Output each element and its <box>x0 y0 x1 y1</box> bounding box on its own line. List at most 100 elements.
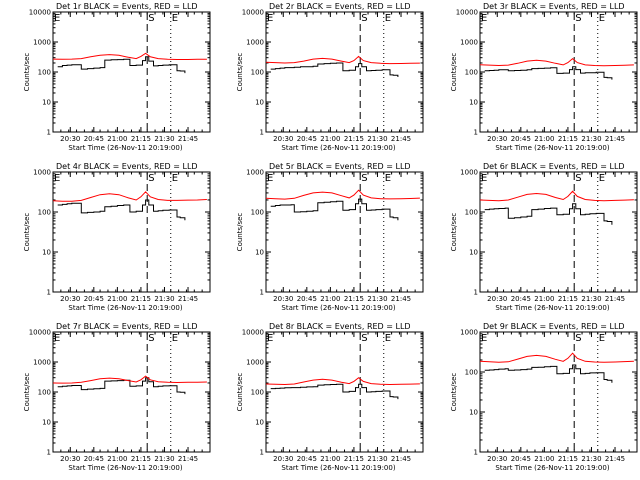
y-axis-label: Counts/sec <box>236 373 244 412</box>
y-tick-label: 10 <box>255 249 264 257</box>
events-series-line <box>270 62 399 77</box>
y-tick-label: 1 <box>474 289 478 297</box>
x-tick-label: 21:15 <box>131 295 151 303</box>
x-axis-label: Start Time (26-Nov-11 20:19:00) <box>495 464 609 472</box>
x-tick-label: 21:45 <box>391 135 411 143</box>
x-tick-label: 20:45 <box>297 295 317 303</box>
y-ticks: 1 10 100 1000 10000 <box>456 9 637 137</box>
y-tick-label: 10 <box>42 249 51 257</box>
x-tick-label: 21:15 <box>344 295 364 303</box>
y-axis-label: Counts/sec <box>450 53 458 92</box>
panel-det-4: Det 4r BLACK = Events, RED = LLD 1 10 100 10… <box>23 162 211 312</box>
x-tick-label: 20:30 <box>273 295 293 303</box>
events-series-line <box>57 377 186 395</box>
marker-label: S <box>148 13 154 24</box>
y-ticks: 1 10 100 1000 10000 <box>242 9 423 137</box>
y-tick-label: 1000 <box>33 169 51 177</box>
x-tick-label: 21:00 <box>534 455 554 463</box>
y-tick-label: 1000 <box>246 39 264 47</box>
y-axis-label: Counts/sec <box>23 373 31 412</box>
x-tick-label: 21:45 <box>178 455 198 463</box>
y-tick-label: 10000 <box>29 9 51 17</box>
y-axis-label: Counts/sec <box>450 373 458 412</box>
y-tick-label: 10 <box>255 419 264 427</box>
marker-label: E <box>385 13 391 24</box>
panel-title: Det 6r BLACK = Events, RED = LLD <box>483 162 625 171</box>
x-tick-label: 20:30 <box>60 455 80 463</box>
marker-label: E <box>54 173 60 184</box>
x-ticks: 20:30 20:45 21:00 21:15 21:30 21:45 <box>273 12 416 143</box>
x-tick-label: 21:15 <box>558 295 578 303</box>
x-tick-label: 21:15 <box>558 135 578 143</box>
y-tick-label: 1000 <box>460 169 478 177</box>
panel-det-3: Det 3r BLACK = Events, RED = LLD 1 10 100 10… <box>450 2 638 152</box>
marker-label: S <box>575 173 581 184</box>
x-tick-label: 21:30 <box>367 295 387 303</box>
y-tick-label: 1 <box>47 449 51 457</box>
y-tick-label: 10 <box>469 249 478 257</box>
marker-label: S <box>575 13 581 24</box>
panel-title: Det 5r BLACK = Events, RED = LLD <box>269 162 411 171</box>
y-tick-label: 100 <box>251 69 264 77</box>
y-tick-label: 1000 <box>460 39 478 47</box>
marker-label: E <box>267 173 273 184</box>
x-tick-label: 21:45 <box>178 295 198 303</box>
marker-label: E <box>172 173 178 184</box>
panel-title: Det 8r BLACK = Events, RED = LLD <box>269 322 411 331</box>
y-tick-label: 1000 <box>246 359 264 367</box>
marker-label: S <box>148 333 154 344</box>
marker-label: E <box>385 173 391 184</box>
x-tick-label: 20:45 <box>84 295 104 303</box>
panel-det-6: Det 6r BLACK = Events, RED = LLD 1 10 100 10… <box>450 162 638 312</box>
lld-series-line <box>479 57 634 67</box>
events-series-line <box>270 198 399 221</box>
marker-label: E <box>599 13 605 24</box>
marker-label: E <box>54 13 60 24</box>
marker-label: S <box>361 333 367 344</box>
x-tick-label: 21:00 <box>320 455 340 463</box>
x-tick-label: 21:15 <box>558 455 578 463</box>
axes-frame <box>52 171 211 293</box>
y-tick-label: 100 <box>38 69 51 77</box>
x-tick-label: 20:30 <box>273 135 293 143</box>
y-tick-label: 1000 <box>246 169 264 177</box>
y-tick-label: 10 <box>42 419 51 427</box>
panel-title: Det 3r BLACK = Events, RED = LLD <box>483 2 625 11</box>
x-tick-label: 21:45 <box>391 295 411 303</box>
x-tick-label: 21:30 <box>581 135 601 143</box>
x-axis-label: Start Time (26-Nov-11 20:19:00) <box>281 144 395 152</box>
x-tick-label: 21:15 <box>344 135 364 143</box>
events-series-line <box>57 199 186 221</box>
panel-det-9: Det 9r BLACK = Events, RED = LLD 1 10 100 10… <box>450 322 638 472</box>
marker-label: S <box>361 13 367 24</box>
x-tick-label: 20:30 <box>487 455 507 463</box>
lld-series-line <box>265 377 420 386</box>
x-tick-label: 21:30 <box>154 295 174 303</box>
x-tick-label: 21:00 <box>107 295 127 303</box>
lld-series-line <box>52 52 207 60</box>
marker-label: E <box>54 333 60 344</box>
x-tick-label: 21:30 <box>154 455 174 463</box>
x-tick-label: 21:00 <box>107 135 127 143</box>
y-tick-label: 100 <box>38 209 51 217</box>
x-tick-label: 21:15 <box>131 135 151 143</box>
x-axis-label: Start Time (26-Nov-11 20:19:00) <box>68 304 182 312</box>
x-tick-label: 20:45 <box>297 455 317 463</box>
y-tick-label: 10 <box>469 409 478 417</box>
y-tick-label: 10000 <box>29 329 51 337</box>
axes-frame <box>52 11 211 133</box>
y-tick-label: 1000 <box>33 39 51 47</box>
marker-label: S <box>148 173 154 184</box>
y-tick-label: 10 <box>42 99 51 107</box>
x-ticks: 20:30 20:45 21:00 21:15 21:30 21:45 <box>487 172 630 303</box>
marker-label: E <box>172 333 178 344</box>
x-tick-label: 21:00 <box>107 455 127 463</box>
y-tick-label: 1 <box>260 289 264 297</box>
y-ticks: 1 10 100 1000 <box>246 169 423 297</box>
